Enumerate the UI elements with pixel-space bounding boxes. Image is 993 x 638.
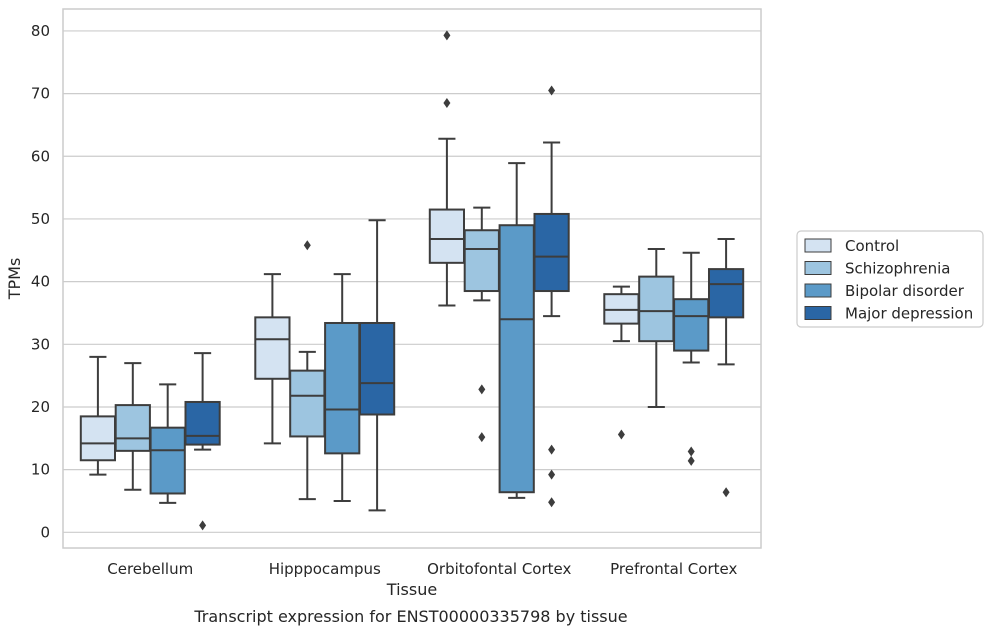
box-iqr xyxy=(184,400,221,446)
x-tick-label: Cerebellum xyxy=(107,560,193,578)
x-tick-labels: Cerebellum Hipppocampus Orbitofontal Corte… xyxy=(107,560,737,578)
outlier-point xyxy=(548,469,556,480)
box-iqr xyxy=(533,212,570,293)
box-schizophrenia xyxy=(638,248,675,408)
chart-caption: Transcript expression for ENST0000033579… xyxy=(193,607,627,626)
outlier-point xyxy=(478,384,486,395)
outlier-point xyxy=(548,497,556,508)
y-tick-label: 70 xyxy=(31,85,50,103)
box-major-depression xyxy=(707,238,745,498)
box-iqr xyxy=(498,224,535,494)
box-control xyxy=(428,30,466,307)
x-tick-label: Orbitofontal Cortex xyxy=(427,560,571,578)
outlier-point xyxy=(443,98,451,109)
y-tick-label: 60 xyxy=(31,147,50,165)
y-axis-label: TPMs xyxy=(5,258,24,301)
outlier-point xyxy=(548,444,556,455)
outlier-point xyxy=(687,446,695,457)
x-axis-label: Tissue xyxy=(386,580,437,599)
box-iqr xyxy=(638,275,675,343)
legend-swatch xyxy=(804,306,832,320)
legend-entry: Schizophrenia xyxy=(845,260,950,278)
box-bipolar-disorder xyxy=(324,273,361,502)
box-bipolar-disorder xyxy=(673,251,710,466)
y-tick-label: 50 xyxy=(31,210,50,228)
box-major-depression xyxy=(533,85,570,508)
box-schizophrenia xyxy=(463,206,500,443)
plot-area-frame xyxy=(62,8,762,549)
box-iqr xyxy=(289,369,326,438)
box-iqr xyxy=(673,298,710,352)
outlier-point xyxy=(478,432,486,443)
y-tick-label: 0 xyxy=(40,523,50,541)
box-iqr xyxy=(114,404,151,452)
legend-entry: Major depression xyxy=(845,305,973,323)
legend-swatch xyxy=(804,261,832,275)
box-series xyxy=(79,30,745,531)
outlier-point xyxy=(722,487,730,498)
legend-swatch xyxy=(804,238,832,253)
box-major-depression xyxy=(358,219,396,512)
box-schizophrenia xyxy=(114,362,151,491)
outlier-point xyxy=(617,429,625,440)
y-tick-label: 20 xyxy=(31,398,50,416)
x-tick-label: Prefrontal Cortex xyxy=(610,560,737,578)
legend-frame xyxy=(796,230,984,328)
y-tick-label: 40 xyxy=(31,273,50,291)
legend-swatch xyxy=(804,283,832,298)
outlier-point xyxy=(687,455,695,466)
legend-entry: Bipolar disorder xyxy=(845,282,965,300)
y-tick-label: 30 xyxy=(31,335,50,353)
box-iqr xyxy=(428,208,466,264)
box-control xyxy=(603,285,640,440)
outlier-point xyxy=(443,30,451,41)
box-iqr xyxy=(324,321,361,455)
legend-entry: Control xyxy=(845,237,899,255)
box-bipolar-disorder xyxy=(149,383,186,504)
box-control xyxy=(79,355,117,476)
legend: Control Schizophrenia Bipolar disorder Majo… xyxy=(796,230,984,328)
x-tick-label: Hipppocampus xyxy=(269,560,381,578)
y-tick-labels: 0 10 20 30 40 50 60 70 80 xyxy=(31,22,50,541)
box-iqr xyxy=(254,316,291,380)
outlier-point xyxy=(199,520,207,531)
box-iqr xyxy=(463,229,500,293)
box-iqr xyxy=(149,426,186,495)
box-iqr xyxy=(358,321,396,416)
box-schizophrenia xyxy=(289,240,326,501)
outlier-point xyxy=(548,85,556,96)
box-control xyxy=(254,273,291,445)
box-iqr xyxy=(707,268,745,319)
box-bipolar-disorder xyxy=(498,162,535,499)
y-tick-label: 10 xyxy=(31,461,50,479)
box-major-depression xyxy=(184,352,221,531)
box-iqr xyxy=(79,415,117,462)
outlier-point xyxy=(303,240,311,251)
y-tick-label: 80 xyxy=(31,22,50,40)
